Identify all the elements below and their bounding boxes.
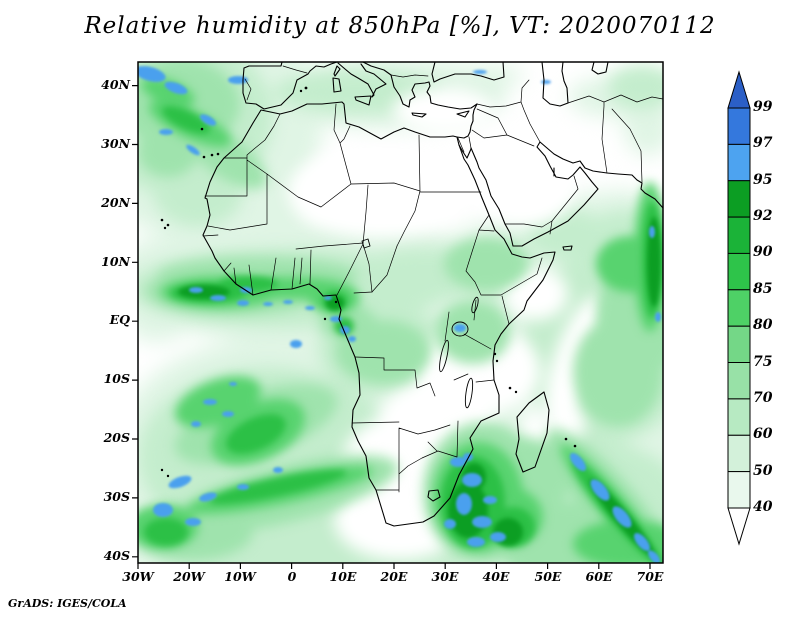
lon-tick-label: 50E — [534, 569, 562, 584]
colorbar-level-label: 95 — [753, 172, 773, 188]
small-islands-dots — [160, 86, 577, 478]
colorbar-cell — [727, 180, 751, 218]
colorbar-level-label: 80 — [753, 317, 773, 333]
colorbar-level-label: 40 — [753, 499, 773, 515]
colorbar-level-label: 92 — [753, 208, 773, 224]
colorbar-arrow-bottom — [727, 507, 751, 546]
lat-tick-label: 10N — [101, 254, 130, 269]
map-overlay-canvas — [132, 61, 664, 569]
colorbar-arrow-top — [727, 70, 751, 109]
colorbar-level-label: 90 — [753, 244, 773, 260]
colorbar-level-label: 60 — [753, 426, 773, 442]
colorbar-cell — [727, 252, 751, 291]
lon-tick-label: 20W — [173, 569, 205, 584]
lat-tick-label: EQ — [109, 312, 130, 327]
country-borders — [202, 65, 664, 493]
socotra-coastline — [562, 245, 573, 251]
aral-sea-coastline — [591, 61, 609, 75]
map-frame — [137, 61, 664, 564]
corsica-coastline — [333, 65, 341, 77]
greece-balkans-coastline — [362, 61, 430, 108]
humidity-field-canvas — [138, 62, 663, 563]
iberia-france-coastline — [242, 61, 338, 110]
colorbar-cell — [727, 471, 751, 509]
colorbar-cell — [727, 434, 751, 473]
cyprus-coastline — [456, 110, 470, 118]
plot-title: Relative humidity at 850hPa [%], VT: 202… — [84, 13, 716, 39]
lat-tick-label: 30S — [103, 489, 130, 504]
colorbar-cell — [727, 143, 751, 182]
lon-tick-label: 10W — [224, 569, 256, 584]
colorbar-level-label: 50 — [753, 463, 773, 479]
colorbar-level-label: 70 — [753, 390, 773, 406]
lon-tick-label: 40E — [482, 569, 510, 584]
lon-tick-label: 30E — [431, 569, 459, 584]
lat-tick-label: 10S — [103, 371, 130, 386]
lon-tick-label: 10E — [329, 569, 357, 584]
lat-tick-label: 20S — [103, 430, 130, 445]
lat-tick-label: 20N — [101, 195, 130, 210]
colorbar-cell — [727, 107, 751, 145]
colorbar — [727, 70, 751, 546]
lon-tick-label: 70E — [636, 569, 664, 584]
crete-coastline — [411, 112, 427, 118]
lat-tick-label: 30N — [101, 136, 130, 151]
arabia-iran-india-coastline — [470, 141, 664, 247]
grads-credit: GrADS: IGES/COLA — [8, 597, 127, 610]
colorbar-level-label: 97 — [753, 135, 773, 151]
colorbar-cell — [727, 289, 751, 327]
sardinia-coastline — [332, 77, 342, 93]
lon-tick-marks — [137, 563, 651, 569]
colorbar-level-label: 99 — [753, 99, 773, 115]
colorbar-level-label: 75 — [753, 354, 773, 370]
colorbar-cell — [727, 216, 751, 255]
lon-tick-label: 0 — [287, 569, 297, 584]
lat-tick-label: 40S — [103, 548, 130, 563]
lon-tick-label: 20E — [380, 569, 408, 584]
black-sea-coastline — [431, 61, 505, 83]
caspian-sea-coastline — [541, 61, 569, 107]
colorbar-cell — [727, 398, 751, 436]
turkey-coastline — [426, 81, 478, 110]
italy-coastline — [337, 62, 387, 98]
madagascar-coastline — [515, 391, 550, 473]
levant-coastline — [456, 103, 478, 139]
colorbar-cell — [727, 325, 751, 364]
lon-tick-label: 60E — [585, 569, 613, 584]
lat-tick-marks — [132, 85, 138, 558]
colorbar-cell — [727, 362, 751, 400]
lakes-outlines — [361, 238, 479, 409]
lat-tick-label: 40N — [101, 77, 130, 92]
lon-tick-label: 30W — [122, 569, 154, 584]
africa-coastline — [202, 101, 556, 527]
lesotho-outline — [427, 489, 441, 502]
colorbar-level-label: 85 — [753, 281, 773, 297]
sicily-coastline — [354, 95, 372, 106]
